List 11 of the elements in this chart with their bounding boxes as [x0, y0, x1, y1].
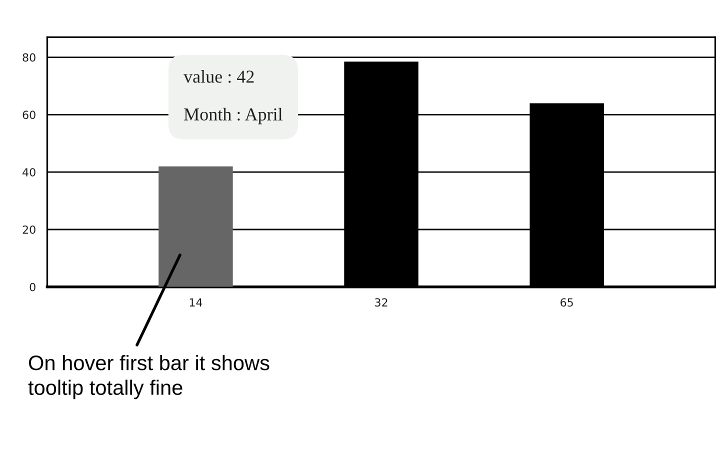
text: On hover first bar it shows tooltip totally fine	[28, 355, 270, 400]
x-tick-label: 32	[375, 298, 388, 307]
y-tick-label: 60	[22, 110, 36, 120]
text: value : 42 Month : April	[184, 70, 282, 124]
bar	[158, 166, 233, 287]
y-tick-label: 20	[22, 225, 36, 234]
x-tick-label: 14	[190, 298, 202, 306]
x-tick-label: 65	[560, 298, 573, 307]
y-tick-label: 80	[22, 53, 36, 62]
y-tick-label: 0	[30, 282, 36, 292]
y-tick-label: 40	[22, 168, 36, 176]
